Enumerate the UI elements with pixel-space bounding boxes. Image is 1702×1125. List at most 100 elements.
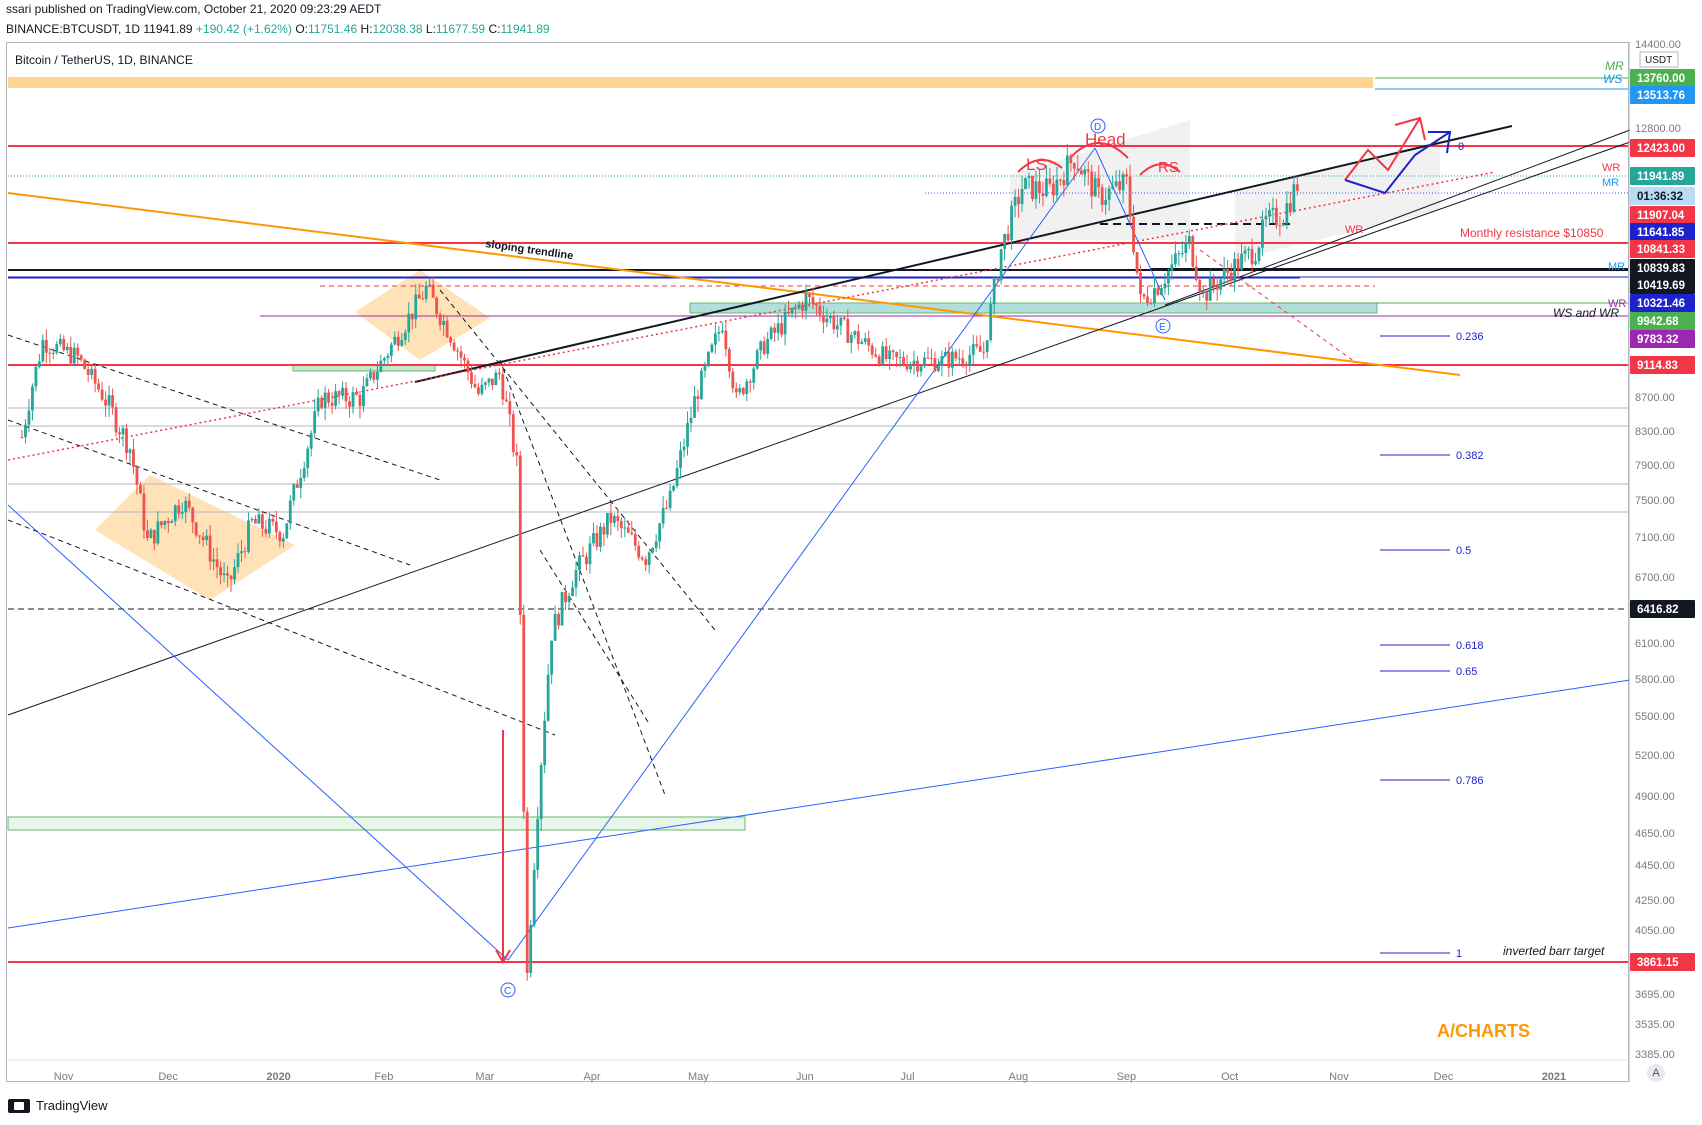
candle-body <box>992 279 996 305</box>
candle-body <box>250 518 254 521</box>
candle-body <box>1006 233 1010 241</box>
point-label-point_e: E <box>1159 322 1166 333</box>
candle-body <box>612 516 616 523</box>
inverted-target-label: inverted barr target <box>1503 944 1605 958</box>
candle-body <box>400 340 404 346</box>
candle-body <box>159 521 163 526</box>
candle-body <box>626 527 630 533</box>
candle-body <box>1264 216 1268 220</box>
candle-body <box>1180 253 1184 255</box>
candle-body <box>79 355 83 360</box>
y-tick-label: 3385.00 <box>1635 1049 1675 1061</box>
y-tick-label: 6100.00 <box>1635 638 1675 650</box>
candle-body <box>100 389 104 400</box>
covid-low-zone <box>7 816 746 831</box>
candle-body <box>1257 247 1261 262</box>
candle-body <box>811 297 815 305</box>
candle-body <box>254 518 257 524</box>
candle-body <box>710 344 714 353</box>
candle-body <box>518 455 522 615</box>
candle-body <box>306 448 310 469</box>
projection-arrowhead-blue <box>1428 131 1452 154</box>
candle-body <box>654 541 658 548</box>
candle-body <box>170 521 174 524</box>
candle-body <box>619 521 623 529</box>
candle-body <box>727 349 731 372</box>
y-tick-label: 5500.00 <box>1635 711 1675 723</box>
candle-body <box>748 381 752 383</box>
candle-body <box>313 411 317 434</box>
y-tick-label: 4900.00 <box>1635 791 1675 803</box>
candle-body <box>292 484 296 501</box>
candle-body <box>1107 188 1111 201</box>
candle-body <box>633 534 637 546</box>
candle-body <box>888 350 892 360</box>
candle-body <box>208 535 212 562</box>
candle-body <box>877 356 881 364</box>
candle-body <box>201 536 205 541</box>
candle-body <box>1247 248 1250 251</box>
candle-body <box>546 674 550 721</box>
candle-body <box>863 338 867 342</box>
candle-body <box>801 304 804 311</box>
candle-body <box>393 336 397 345</box>
candle-body <box>975 344 979 347</box>
candle-body <box>1271 207 1275 211</box>
candle-body <box>490 378 494 386</box>
candle-body <box>1072 163 1076 169</box>
point-label-point_c: C <box>504 986 511 997</box>
candle-body <box>386 355 390 359</box>
candle-body <box>166 521 170 524</box>
x-tick-label: 2020 <box>266 1071 290 1083</box>
candle-body <box>1222 268 1226 280</box>
candle-body <box>243 551 247 553</box>
candle-body <box>717 332 721 334</box>
candle-body <box>1187 236 1191 243</box>
candle-body <box>609 512 613 523</box>
candle-body <box>449 337 452 343</box>
candle-body <box>477 387 480 394</box>
candle-body <box>1184 242 1188 254</box>
candle-body <box>1058 179 1062 181</box>
y-tick-label: 5200.00 <box>1635 750 1675 762</box>
candle-body <box>240 551 243 554</box>
wr-label-2: WR <box>1345 224 1363 236</box>
candle-body <box>525 811 529 973</box>
candle-body <box>971 344 975 355</box>
fib-label-0.65: 0.65 <box>1456 666 1477 678</box>
candle-body <box>163 521 167 526</box>
candle-body <box>177 505 181 514</box>
candle-body <box>107 395 111 406</box>
candle-body <box>226 573 229 576</box>
candle-body <box>459 351 463 358</box>
candle-body <box>334 391 337 406</box>
candle-body <box>672 486 675 491</box>
black-lower-channel <box>7 141 1631 716</box>
price-change: +190.42 (+1.62%) <box>195 22 292 36</box>
candle-body <box>950 351 954 368</box>
candle-body <box>773 327 777 333</box>
candle-body <box>114 407 118 433</box>
candle-body <box>55 344 59 353</box>
candle-body <box>978 346 982 352</box>
candle-body <box>557 613 560 626</box>
low-value: 11677.59 <box>435 22 486 36</box>
point-label-point_d: D <box>1094 122 1101 133</box>
candle-body <box>1160 288 1163 295</box>
auto-scale-button[interactable]: A <box>1647 1064 1665 1082</box>
candle-body <box>752 368 756 383</box>
candle-body <box>661 507 665 524</box>
candle-body <box>1076 168 1080 171</box>
candle-body <box>86 368 90 375</box>
candle-body <box>1163 283 1167 289</box>
fib-label-0.786: 0.786 <box>1456 775 1484 787</box>
candle-body <box>724 330 728 350</box>
x-tick-label: May <box>688 1071 709 1083</box>
x-tick-label: Sep <box>1117 1071 1137 1083</box>
candle-body <box>543 720 547 766</box>
candle-body <box>198 535 202 537</box>
footer-brand[interactable]: TradingView <box>8 1098 108 1113</box>
high-label: H: <box>360 22 373 36</box>
y-tick-label: 4450.00 <box>1635 860 1675 872</box>
